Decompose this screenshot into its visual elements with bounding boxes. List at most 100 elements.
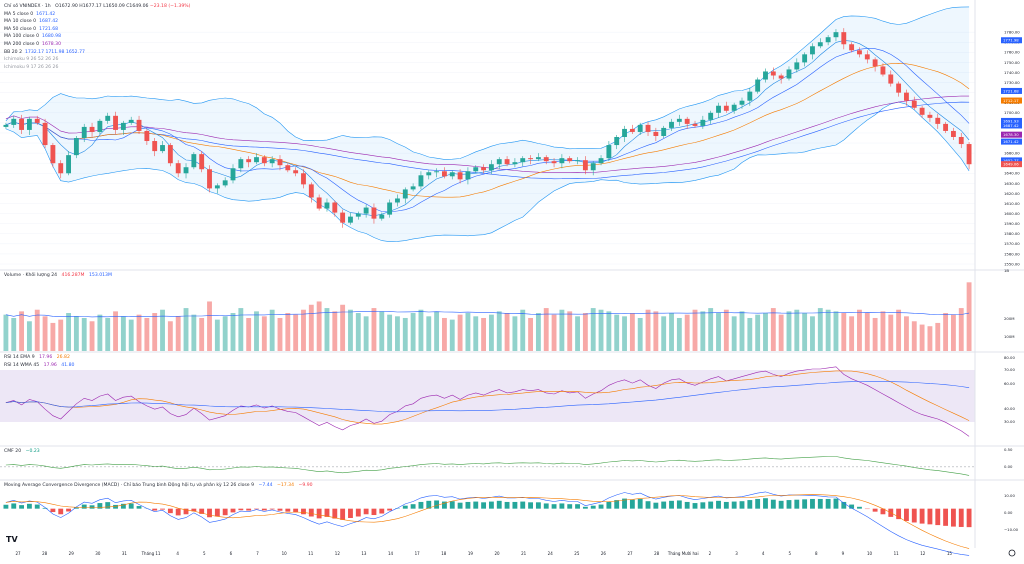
- macd-tick-neg10: −10.00: [1004, 527, 1019, 532]
- price-tick-17: 1610.00: [1004, 201, 1020, 206]
- macd-bar-17: [136, 506, 142, 509]
- volume-bar-80: [629, 313, 635, 351]
- volume-bar-70: [551, 314, 557, 351]
- macd-bar-122: [958, 508, 964, 527]
- volume-bar-13: [105, 317, 111, 351]
- volume-bar-48: [379, 311, 385, 351]
- cmf-legend[interactable]: CMF 20 −0.23: [4, 449, 40, 454]
- candle-body-55: [434, 171, 440, 173]
- volume-bar-14: [113, 311, 118, 351]
- time-label-11: 11: [308, 551, 314, 556]
- volume-bar-22: [175, 316, 181, 351]
- volume-bar-20: [160, 309, 165, 351]
- legend-ichimoku-1[interactable]: Ichimoku 9 26 52 26 26: [4, 57, 59, 63]
- time-label-13: 13: [361, 551, 367, 556]
- macd-bar-99: [778, 500, 784, 509]
- volume-bar-100: [786, 311, 792, 351]
- time-axis[interactable]: 27 28 29 30 31 Tháng 11 4 5 6 7 10 11 12 13 14 17 18 19 20…: [15, 551, 952, 556]
- rsi-legend-2[interactable]: RSI 14 WMA 45 17.96 41.80: [4, 363, 75, 368]
- volume-bar-49: [387, 314, 393, 351]
- legend-bb[interactable]: BB 20 2 1732.17 1711.98 1652.77: [4, 49, 85, 55]
- macd-legend[interactable]: Moving Average Convergence Divergence (M…: [4, 483, 313, 488]
- price-tag-5: 1671.42: [1003, 139, 1019, 144]
- volume-bar-110: [864, 313, 870, 351]
- time-label-30: 8: [815, 551, 818, 556]
- candle-body-121: [950, 130, 956, 137]
- rsi-wma-line: [5, 381, 970, 413]
- candle-body-79: [622, 128, 627, 137]
- macd-bar-35: [277, 508, 283, 511]
- price-axis[interactable]: 1780.001770.001760.001750.001740.001730.…: [1004, 30, 1020, 267]
- volume-bar-25: [199, 317, 205, 351]
- candle-body-103: [810, 46, 815, 55]
- candle-body-80: [629, 128, 635, 132]
- candle-body-62: [488, 164, 494, 171]
- candle-body-18: [144, 130, 150, 142]
- macd-bar-106: [833, 498, 839, 509]
- price-tick-18: 1600.00: [1004, 211, 1020, 216]
- macd-bar-44: [348, 508, 353, 518]
- svg-text:TV: TV: [6, 535, 18, 544]
- volume-bar-99: [778, 314, 784, 351]
- volume-bar-50: [395, 316, 400, 351]
- price-tag-3: 1691.93: [1003, 118, 1019, 123]
- ma20-line: [5, 62, 970, 198]
- candle-body-31: [246, 159, 252, 163]
- price-tag-bg-0: [1001, 37, 1022, 44]
- macd-bar-0: [3, 504, 9, 509]
- time-label-1: 28: [42, 551, 48, 556]
- price-tick-20: 1580.00: [1004, 231, 1020, 236]
- legend-ma5[interactable]: MA 5 close 0 1671.42: [4, 11, 56, 17]
- rsi-legend-1[interactable]: RSI 14 EMA 9 17.96 26.82: [4, 355, 70, 360]
- candle-body-38: [301, 173, 306, 185]
- macd-bar-52: [410, 504, 416, 509]
- macd-bar-85: [669, 500, 674, 509]
- volume-bar-88: [692, 309, 698, 351]
- volume-legend[interactable]: Volume · Khối lượng 24 416.287M 153.013M: [4, 273, 112, 278]
- legend-ichimoku-2[interactable]: Ichimoku 9 17 26 26 26: [4, 64, 59, 70]
- volume-bar-6: [50, 322, 56, 351]
- legend-ma200[interactable]: MA 200 close 0 1678.30: [4, 41, 62, 47]
- macd-bar-111: [872, 508, 878, 512]
- macd-bar-34: [269, 508, 275, 510]
- close-value: C1649.06: [126, 4, 149, 9]
- symbol-title[interactable]: Chỉ số VNINDEX · 1h: [4, 4, 51, 9]
- macd-bar-102: [802, 499, 808, 509]
- volume-bar-51: [402, 317, 408, 351]
- volume-bar-115: [904, 316, 909, 351]
- candle-body-5: [42, 122, 48, 146]
- volume-bar-87: [684, 314, 690, 351]
- macd-bar-14: [113, 504, 118, 509]
- volume-bar-23: [183, 308, 189, 351]
- volume-bar-79: [622, 316, 627, 351]
- price-tick-2: 1760.00: [1004, 50, 1020, 55]
- tradingview-logo-icon[interactable]: TV: [6, 535, 18, 544]
- candle-body-78: [614, 136, 620, 146]
- candle-body-23: [183, 167, 189, 174]
- macd-bar-24: [191, 508, 197, 512]
- volume-bar-98: [770, 308, 776, 351]
- legend-ma50[interactable]: MA 50 close 0 1721.68: [4, 26, 59, 32]
- candle-body-57: [449, 172, 455, 177]
- candle-body-75: [590, 163, 596, 171]
- macd-bar-30: [238, 508, 244, 511]
- volume-bar-32: [254, 311, 259, 351]
- candle-body-85: [669, 121, 674, 128]
- macd-bar-26: [207, 508, 212, 518]
- volume-bar-90: [708, 308, 714, 351]
- candle-body-29: [230, 168, 236, 181]
- legend-ma10[interactable]: MA 10 close 0 1687.42: [4, 19, 59, 25]
- settings-gear-icon[interactable]: [1008, 549, 1016, 557]
- volume-bar-119: [935, 322, 941, 351]
- macd-bar-53: [418, 501, 424, 509]
- candle-body-73: [575, 160, 580, 162]
- macd-bar-119: [935, 508, 941, 526]
- macd-bar-5: [42, 507, 48, 509]
- volume-bar-57: [449, 319, 455, 351]
- candle-body-97: [763, 71, 768, 80]
- volume-bar-86: [676, 317, 682, 351]
- candle-body-105: [825, 37, 831, 43]
- legend-ma100[interactable]: MA 100 close 0 1680.98: [4, 34, 62, 40]
- candle-body-4: [34, 118, 40, 123]
